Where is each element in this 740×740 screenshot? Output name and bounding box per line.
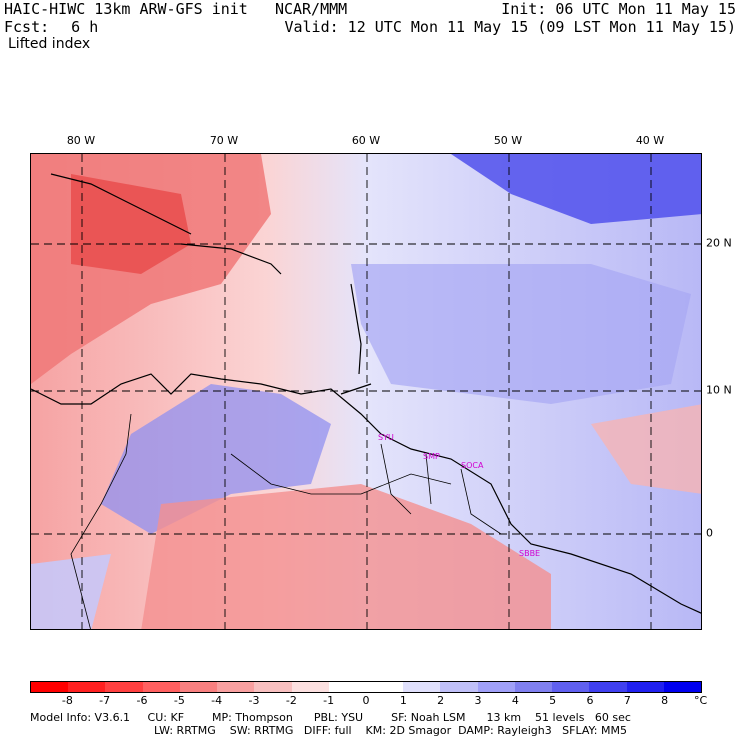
colorbar-tick-label: -6 [136,694,148,707]
model-info-line-1: Model Info: V3.6.1 CU: KF MP: Thompson P… [30,711,631,724]
colorbar-tick-label: 6 [586,694,594,707]
colorbar-tick-label: 8 [661,694,669,707]
valid-time: Valid: 12 UTC Mon 11 May 15 (09 LST Mon … [284,18,736,36]
colorbar-segment [403,682,441,692]
field-name: Lifted index [8,36,91,52]
colorbar-tick-label: -1 [323,694,335,707]
borders [70,413,502,629]
colorbar-tick-label: -3 [248,694,260,707]
colorbar-tick-label: 0 [362,694,370,707]
model-info-line-2: LW: RRTMG SW: RRTMG DIFF: full KM: 2D Sm… [154,724,627,737]
station-label: SMP [423,452,440,461]
colorbar-segment [440,682,478,692]
colorbar-segment [217,682,255,692]
colorbar-tick-label: 7 [623,694,631,707]
lon-label-70w: 70 W [209,134,239,147]
lat-label-10n: 10 N [706,383,732,397]
lat-lon-grid [31,154,701,629]
colorbar-segment [328,682,366,692]
lon-label-80w: 80 W [66,134,96,147]
colorbar-tick-label: -7 [99,694,111,707]
station-label: SOCA [461,461,484,470]
colorbar-segment [626,682,664,692]
colorbar [30,681,702,693]
lon-label-40w: 40 W [635,134,665,147]
colorbar-segment [365,682,404,692]
station-label: SBBE [519,549,541,558]
lat-label-20n: 20 N [706,236,732,250]
colorbar-tick-label: 5 [549,694,557,707]
positive-region-northeast [451,154,701,224]
colorbar-segment [254,682,292,692]
colorbar-tick-label: -4 [211,694,223,707]
forecast-hour: Fcst: 6 h [4,18,99,36]
negative-region-amazon [141,484,551,629]
colorbar-tick-label: 1 [399,694,407,707]
positive-region-central-atlantic [351,264,691,404]
colorbar-tick-label: 3 [474,694,482,707]
colorbar-segment [68,682,106,692]
colorbar-segment [663,682,701,692]
colorbar-tick-label: 2 [437,694,445,707]
coastlines [31,173,701,614]
colorbar-segment [179,682,218,692]
lifted-index-map: SYU SMP SOCA SBBE [30,153,702,630]
colorbar-segment [31,682,69,692]
colorbar-tick-label: -2 [285,694,297,707]
colorbar-tick-label: -5 [173,694,185,707]
strong-negative-region [71,174,191,274]
lon-label-50w: 50 W [493,134,523,147]
station-label: SYU [378,433,394,442]
colorbar-unit: °C [694,694,708,707]
negative-region-east [591,404,701,494]
colorbar-segment [514,682,553,692]
colorbar-segment [142,682,180,692]
colorbar-segment [105,682,143,692]
colorbar-tick-label: -8 [61,694,73,707]
lat-label-0: 0 [706,526,713,540]
colorbar-tick-label: 4 [511,694,519,707]
colorbar-segment [477,682,515,692]
init-time: Init: 06 UTC Mon 11 May 15 [501,0,736,18]
positive-region-venezuela [101,384,331,534]
map-canvas [31,154,701,629]
positive-region-southwest [31,554,111,629]
model-title: HAIC-HIWC 13km ARW-GFS init NCAR/MMM [4,0,348,18]
lon-label-60w: 60 W [351,134,381,147]
colorbar-segment [291,682,329,692]
colorbar-segment [552,682,590,692]
colorbar-segment [589,682,627,692]
